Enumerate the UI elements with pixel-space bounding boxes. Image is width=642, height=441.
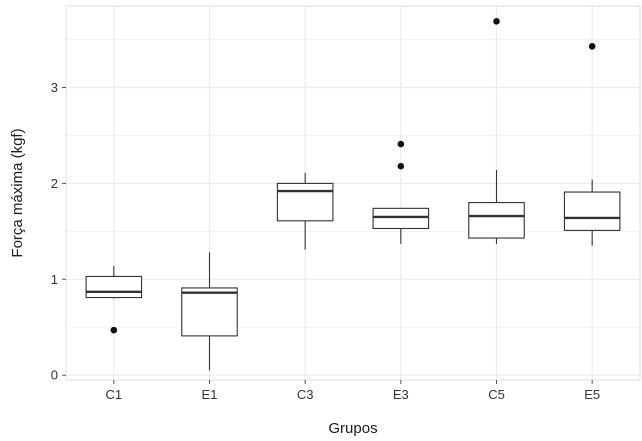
plot-panel [65,5,641,381]
outlier-point [397,140,405,148]
y-tick-label: 2 [51,176,58,191]
x-tick-label: C3 [297,387,314,402]
outlier-point [397,162,405,170]
iqr-box [85,275,143,299]
iqr-box [563,191,621,231]
box-c3 [276,172,334,250]
x-tick-label: E1 [202,387,218,402]
outlier-point [110,326,118,334]
iqr-box [276,182,334,222]
x-tick-label: C5 [488,387,505,402]
y-tick-label: 0 [51,368,58,383]
box-e5 [563,42,621,246]
iqr-box [468,202,525,239]
x-tick-label: E3 [393,387,409,402]
axes-layer: 0 1 2 3 C1 E1 C3 E3 C5 E5 [51,80,600,402]
y-tick-label: 1 [51,272,58,287]
y-axis-title: Força máxima (kgf) [9,128,26,257]
boxes-layer [85,18,621,371]
box-c1 [85,265,143,334]
box-e1 [181,252,238,371]
y-tick-label: 3 [51,80,58,95]
iqr-box [181,287,238,337]
box-c5 [468,18,525,244]
x-tick-label: C1 [106,387,123,402]
iqr-box [372,207,430,230]
outlier-point [493,18,500,25]
outlier-point [588,42,596,50]
box-e3 [372,140,430,244]
x-axis-title: Grupos [328,420,377,437]
x-tick-label: E5 [584,387,600,402]
